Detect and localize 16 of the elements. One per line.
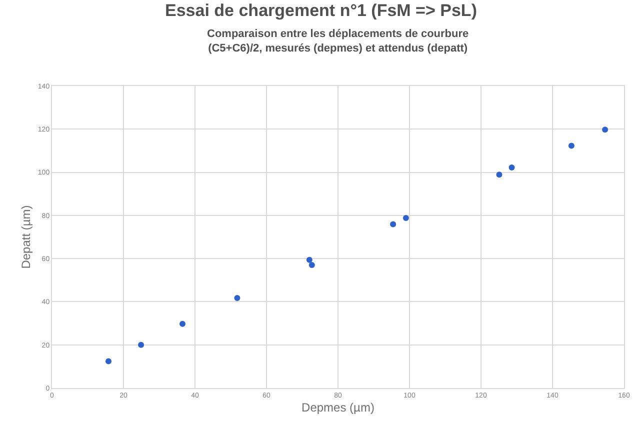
point [308, 262, 315, 268]
point [508, 164, 515, 171]
point [496, 172, 502, 178]
point [138, 342, 144, 348]
point [105, 358, 112, 364]
point [402, 215, 409, 222]
point [306, 256, 312, 263]
chart-title: Essai de chargement n°1 (FsM => PsL) [165, 1, 477, 20]
point [179, 320, 186, 327]
y-axis-title: Depatt (µm) [19, 205, 34, 269]
point [390, 221, 396, 228]
x-axis-title: Depmes (µm) [302, 400, 374, 414]
point [602, 126, 608, 133]
point [568, 142, 574, 149]
chart-subtitle: Comparaison entre les déplacements de courbure (C5+C6)/2, mesurés (depmes) et attendus (depatt) [207, 28, 469, 54]
point [234, 295, 240, 302]
